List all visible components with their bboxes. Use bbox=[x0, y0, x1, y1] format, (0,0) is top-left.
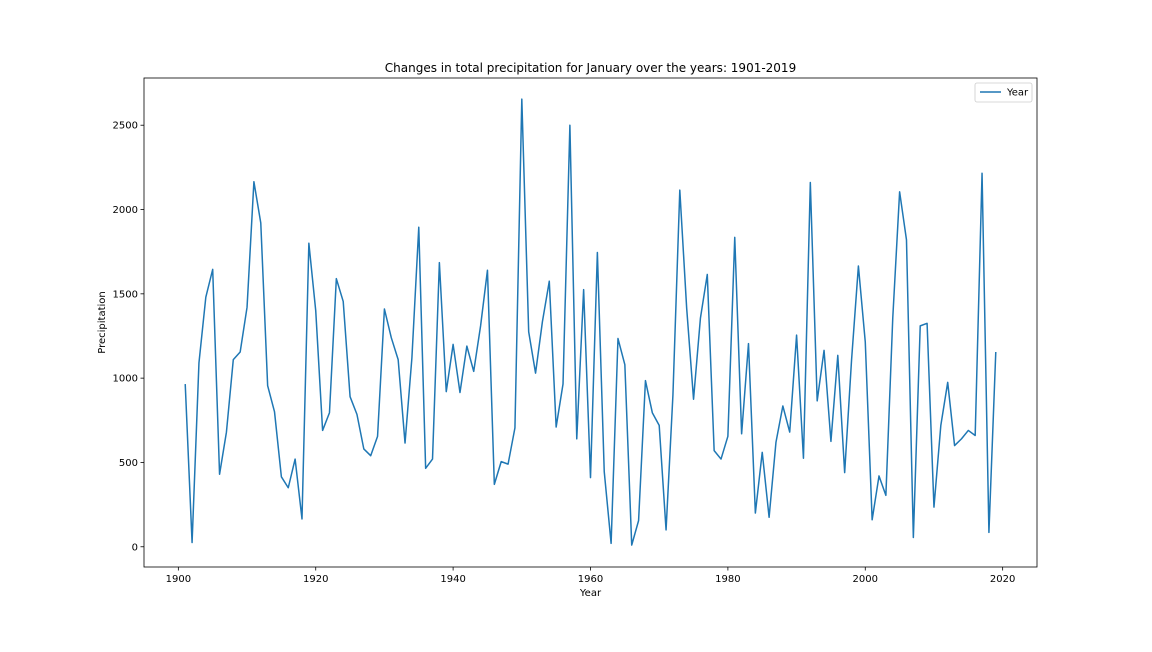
y-axis-label: Precipitation bbox=[97, 291, 108, 354]
x-tick-label: 2000 bbox=[853, 574, 878, 585]
y-tick-label: 0 bbox=[132, 542, 138, 553]
x-axis: 1900 1920 1940 1960 1980 2000 2020 bbox=[166, 567, 1015, 585]
y-tick-label: 1000 bbox=[113, 374, 138, 385]
y-axis: 0 500 1000 1500 2000 2500 bbox=[113, 121, 144, 553]
legend: Year bbox=[974, 82, 1033, 103]
legend-label-year: Year bbox=[1006, 88, 1029, 99]
plot-area-frame bbox=[143, 77, 1038, 568]
x-tick-label: 1960 bbox=[578, 574, 603, 585]
x-tick-label: 1980 bbox=[715, 574, 740, 585]
y-tick-label: 500 bbox=[119, 458, 138, 469]
legend-box bbox=[974, 82, 1033, 103]
x-axis-label: Year bbox=[579, 588, 602, 599]
x-tick-label: 1940 bbox=[440, 574, 465, 585]
chart-title: Changes in total precipitation for Janua… bbox=[385, 61, 796, 75]
x-tick-label: 1900 bbox=[166, 574, 191, 585]
y-tick-label: 1500 bbox=[113, 289, 138, 300]
y-tick-label: 2500 bbox=[113, 121, 138, 132]
series-line-year bbox=[184, 98, 997, 546]
x-tick-label: 1920 bbox=[303, 574, 328, 585]
y-tick-label: 2000 bbox=[113, 205, 138, 216]
x-tick-label: 2020 bbox=[990, 574, 1015, 585]
